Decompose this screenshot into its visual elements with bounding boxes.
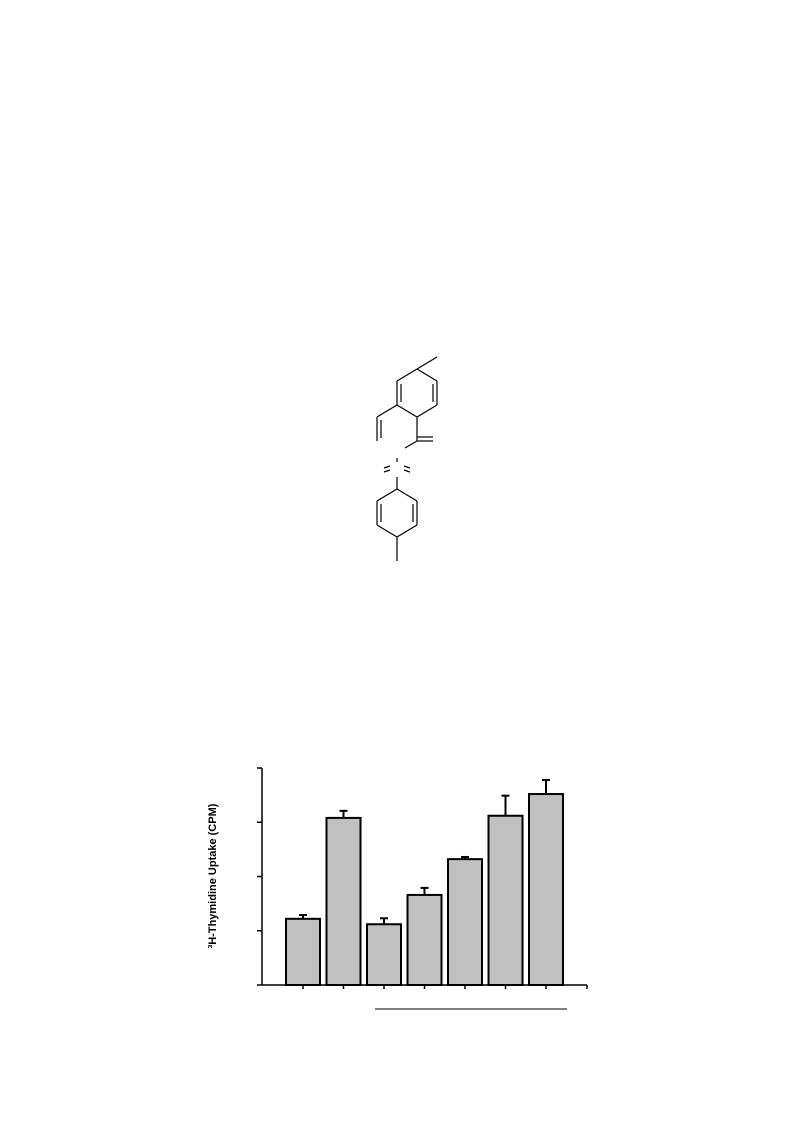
chart: ³H-Thymidine Uptake (CPM)	[207, 767, 588, 1010]
bar	[325, 816, 362, 986]
chemical-structure	[376, 356, 438, 561]
bar	[366, 923, 402, 986]
bar	[528, 793, 564, 986]
bar	[447, 858, 483, 987]
y-axis-label: ³H-Thymidine Uptake (CPM)	[207, 803, 219, 948]
bar	[285, 917, 321, 986]
bar	[487, 814, 524, 986]
bar	[406, 893, 443, 987]
